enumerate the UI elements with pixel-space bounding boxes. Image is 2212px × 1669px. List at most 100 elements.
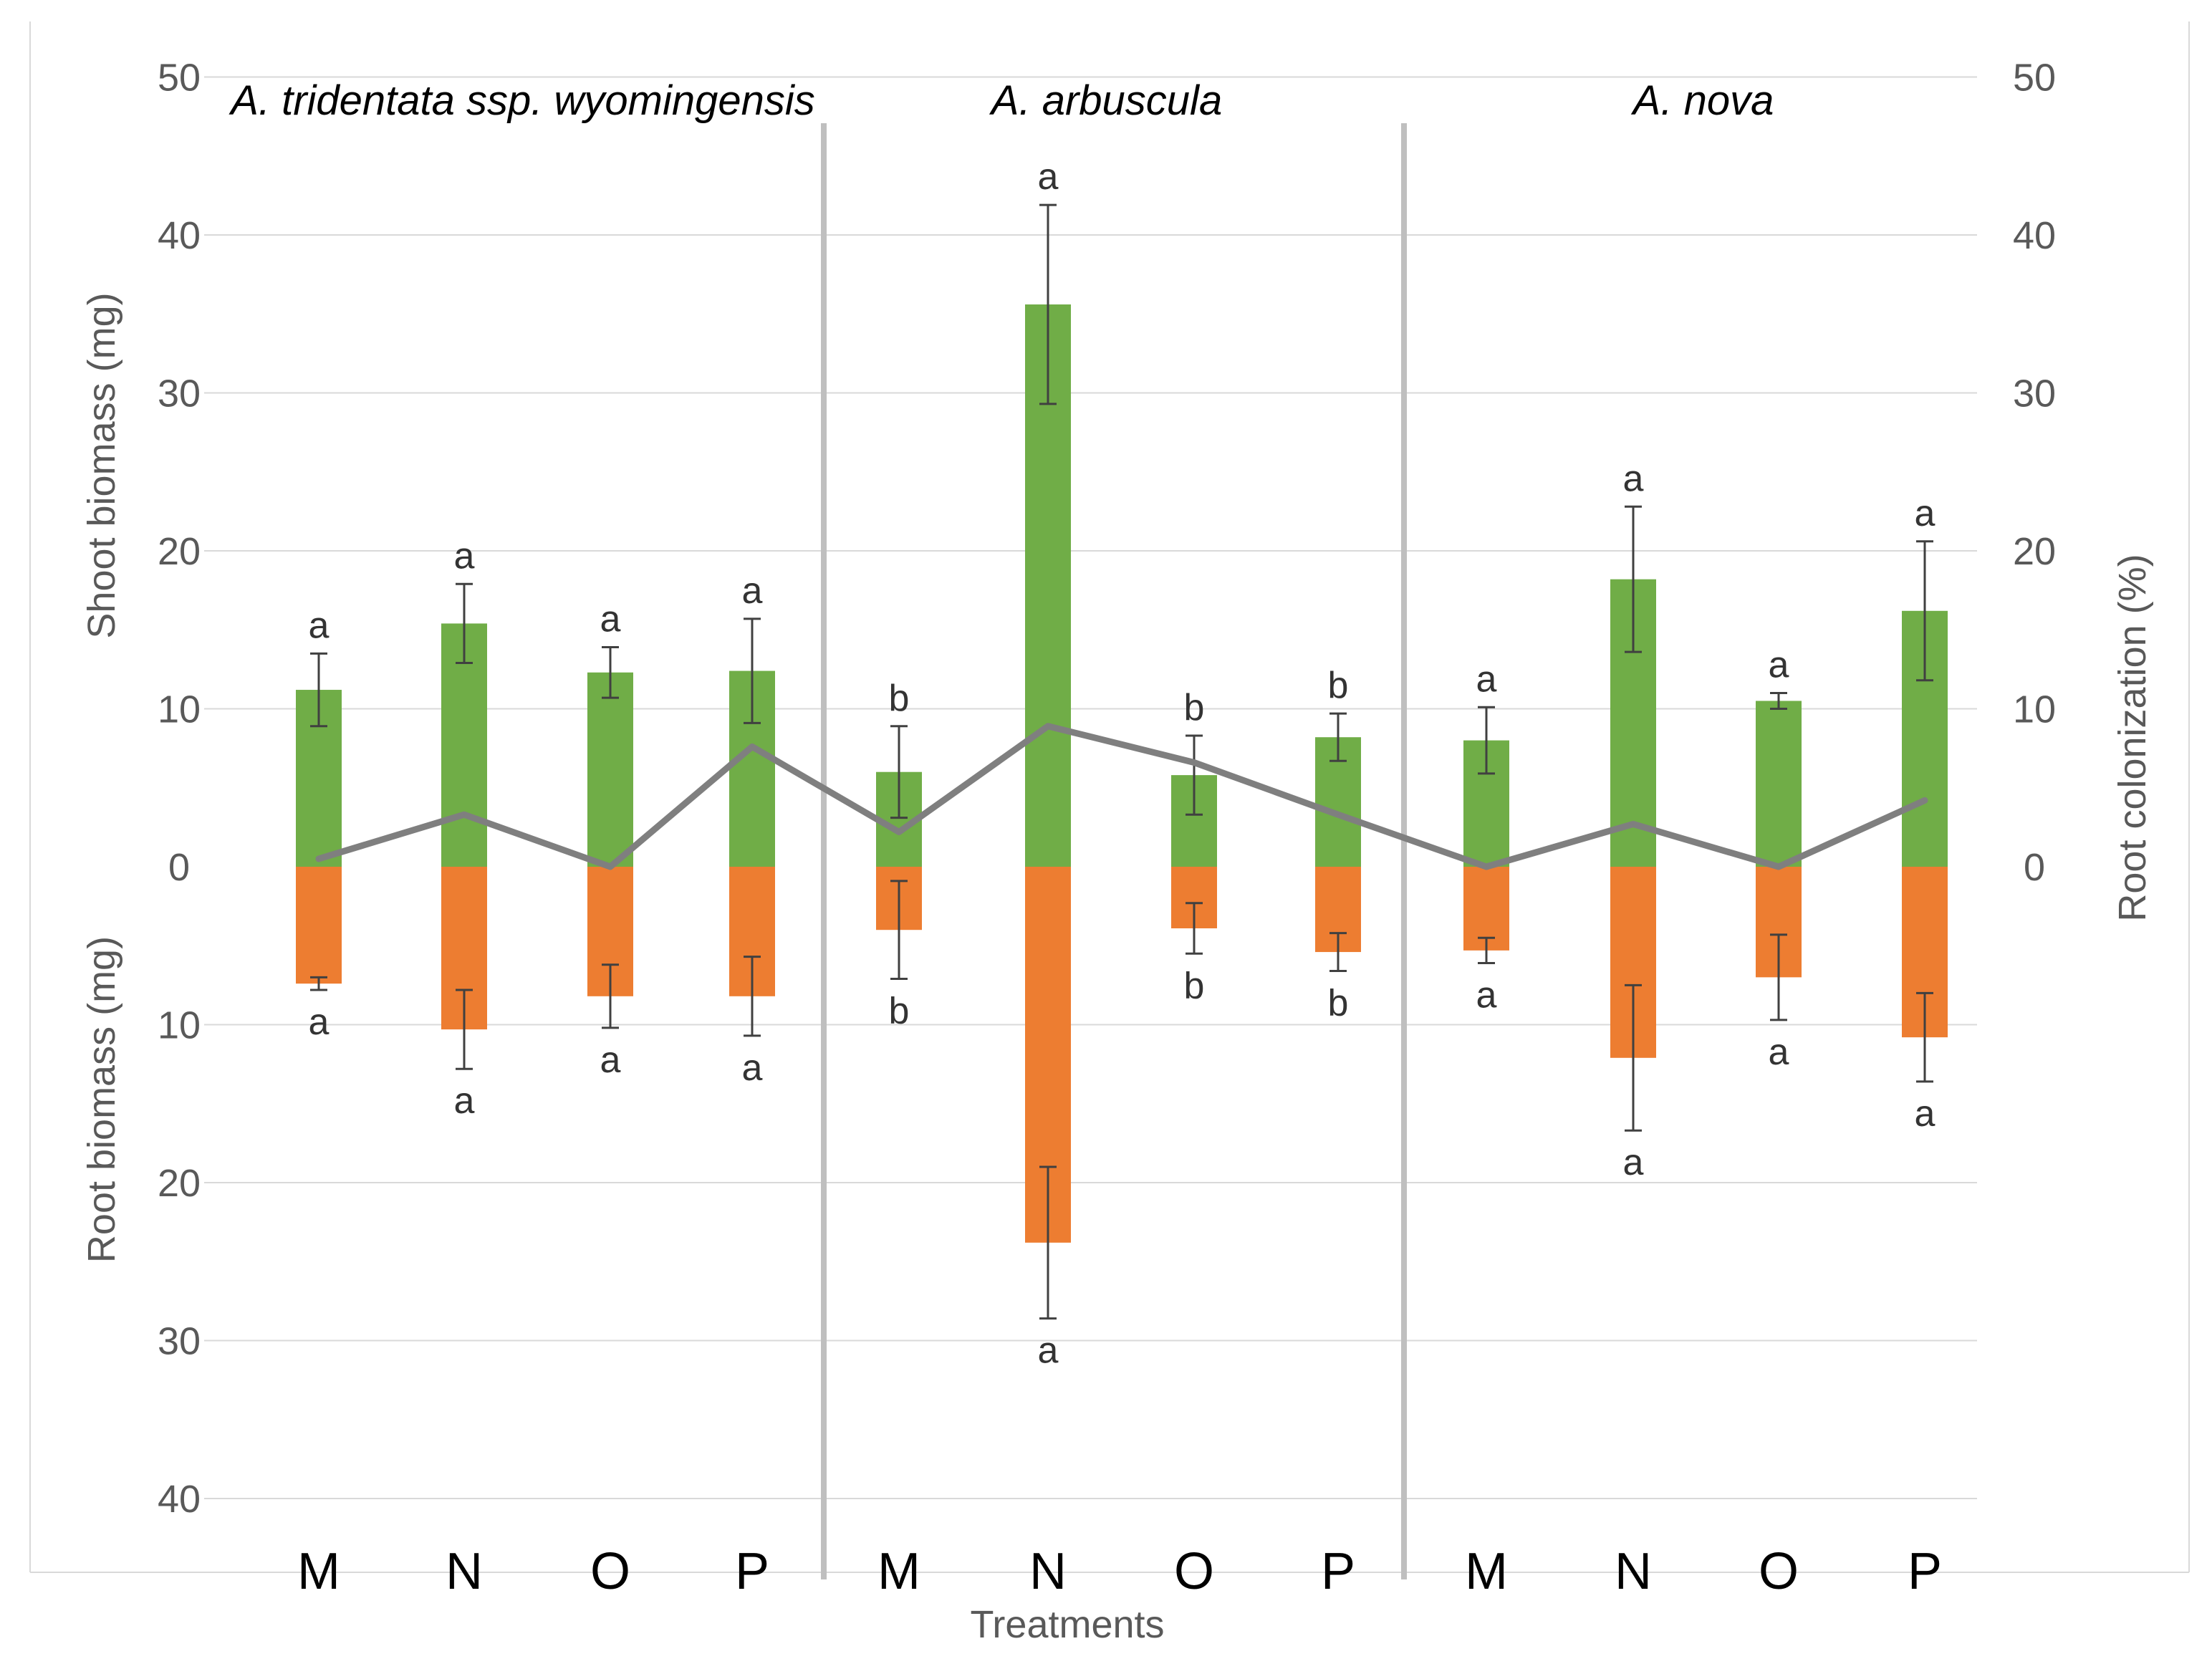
right-tick-label: 40 <box>2013 214 2056 257</box>
shoot-significance-label: a <box>1915 493 1936 534</box>
left-tick-label: 10 <box>158 1004 201 1047</box>
root-significance-label: a <box>1623 1142 1644 1183</box>
root-significance-label: b <box>1328 983 1349 1024</box>
colonization-point <box>898 831 900 833</box>
shoot-error-bar <box>456 582 473 665</box>
root-significance-label: a <box>454 1080 475 1122</box>
right-tick-label: 10 <box>2013 688 2056 731</box>
category-label: M <box>297 1543 340 1600</box>
root-significance-label: b <box>1184 965 1205 1006</box>
colonization-point <box>1193 761 1195 764</box>
category-label: N <box>1029 1543 1067 1600</box>
left-tick-label: 20 <box>158 1162 201 1205</box>
colonization-point <box>1632 823 1634 825</box>
shoot-error-bar <box>890 725 908 819</box>
axis-ticks: 50 40 30 20 10 0 10 20 30 40 50 40 30 20 10 0 <box>158 57 2056 1521</box>
root-significance-label: a <box>600 1039 621 1081</box>
colonization-point <box>1924 799 1925 802</box>
root-error-bar <box>890 880 908 981</box>
shoot-significance-label: a <box>309 605 330 646</box>
shoot-error-bar <box>602 646 619 699</box>
colonization-point <box>610 866 611 867</box>
category-label: M <box>877 1543 920 1600</box>
significance-letters: a a a a a a a a b b a a b b b b a a a a a a a a <box>309 156 1936 1372</box>
left-tick-label: 30 <box>158 1320 201 1363</box>
root-significance-label: a <box>742 1047 763 1089</box>
category-label: N <box>446 1543 483 1600</box>
right-tick-label: 50 <box>2013 57 2056 100</box>
shoot-error-bar <box>1039 203 1057 405</box>
shoot-error-bar <box>1770 691 1787 710</box>
root-error-bar <box>1186 902 1203 955</box>
left-tick-label: 0 <box>168 846 190 889</box>
colonization-point <box>318 857 319 860</box>
right-tick-label: 20 <box>2013 530 2056 573</box>
root-error-bar <box>1039 1165 1057 1320</box>
right-tick-label: 30 <box>2013 372 2056 415</box>
gridlines <box>204 76 1977 1499</box>
shoot-error-bar <box>1186 734 1203 816</box>
left-tick-label: 20 <box>158 530 201 573</box>
root-significance-label: a <box>1476 975 1497 1016</box>
shoot-error-bar <box>310 652 327 728</box>
root-error-bar <box>1625 983 1642 1132</box>
root-error-bar <box>1478 936 1495 965</box>
shoot-significance-label: a <box>1038 156 1059 198</box>
left-tick-label: 40 <box>158 214 201 257</box>
left-tick-label: 10 <box>158 688 201 731</box>
category-label: M <box>1465 1543 1508 1600</box>
category-label: P <box>1908 1543 1942 1600</box>
colonization-point <box>1486 866 1487 867</box>
root-error-bar <box>310 976 327 991</box>
root-error-bar <box>456 989 473 1070</box>
y-axis-title-right: Root colonization (%) <box>2111 554 2154 921</box>
group-dividers <box>821 123 1407 1579</box>
category-label: O <box>1759 1543 1799 1600</box>
shoot-significance-label: a <box>1476 658 1497 700</box>
left-tick-label: 30 <box>158 372 201 415</box>
colonization-line <box>315 723 1928 870</box>
colonization-series <box>315 723 1928 870</box>
shoot-error-bar <box>1916 540 1933 682</box>
shoot-significance-label: b <box>1328 665 1349 706</box>
left-tick-label: 50 <box>158 57 201 100</box>
shoot-error-bar <box>744 617 761 724</box>
shoot-bar <box>1756 701 1802 867</box>
x-axis-title: Treatments <box>970 1603 1164 1646</box>
colonization-point <box>751 746 753 748</box>
right-tick-label: 0 <box>2024 846 2045 889</box>
y-axis-title-shoot: Shoot biomass (mg) <box>80 292 123 638</box>
shoot-significance-label: b <box>1184 687 1205 728</box>
root-significance-label: a <box>1769 1031 1789 1073</box>
colonization-point <box>1337 814 1339 816</box>
y-axis-title-root: Root biomass (mg) <box>80 936 123 1263</box>
shoot-error-bar <box>1478 706 1495 775</box>
shoot-significance-label: b <box>889 678 910 719</box>
shoot-significance-label: a <box>600 599 621 640</box>
root-bar <box>296 867 342 984</box>
shoot-significance-label: a <box>1623 458 1644 499</box>
category-label: P <box>1321 1543 1355 1600</box>
colonization-point <box>463 814 465 816</box>
error-bars <box>310 203 1933 1320</box>
root-bar <box>1463 867 1509 951</box>
bars <box>296 304 1948 1243</box>
shoot-significance-label: a <box>742 570 763 612</box>
root-significance-label: a <box>309 1001 330 1043</box>
root-error-bar <box>1329 932 1347 973</box>
shoot-bar <box>587 672 633 867</box>
group-title: A. nova <box>1631 77 1774 124</box>
plot-border <box>29 21 2190 1573</box>
left-tick-label: 40 <box>158 1478 201 1521</box>
root-significance-label: a <box>1915 1093 1936 1135</box>
category-label: O <box>1174 1543 1214 1600</box>
colonization-point <box>1778 866 1779 867</box>
group-titles: A. tridentata ssp. wyomingensis A. arbusc… <box>229 77 1774 124</box>
category-label: N <box>1615 1543 1652 1600</box>
root-error-bar <box>1770 933 1787 1021</box>
shoot-significance-label: a <box>1769 644 1789 686</box>
group-title: A. arbuscula <box>989 77 1222 124</box>
root-significance-label: a <box>1038 1330 1059 1372</box>
